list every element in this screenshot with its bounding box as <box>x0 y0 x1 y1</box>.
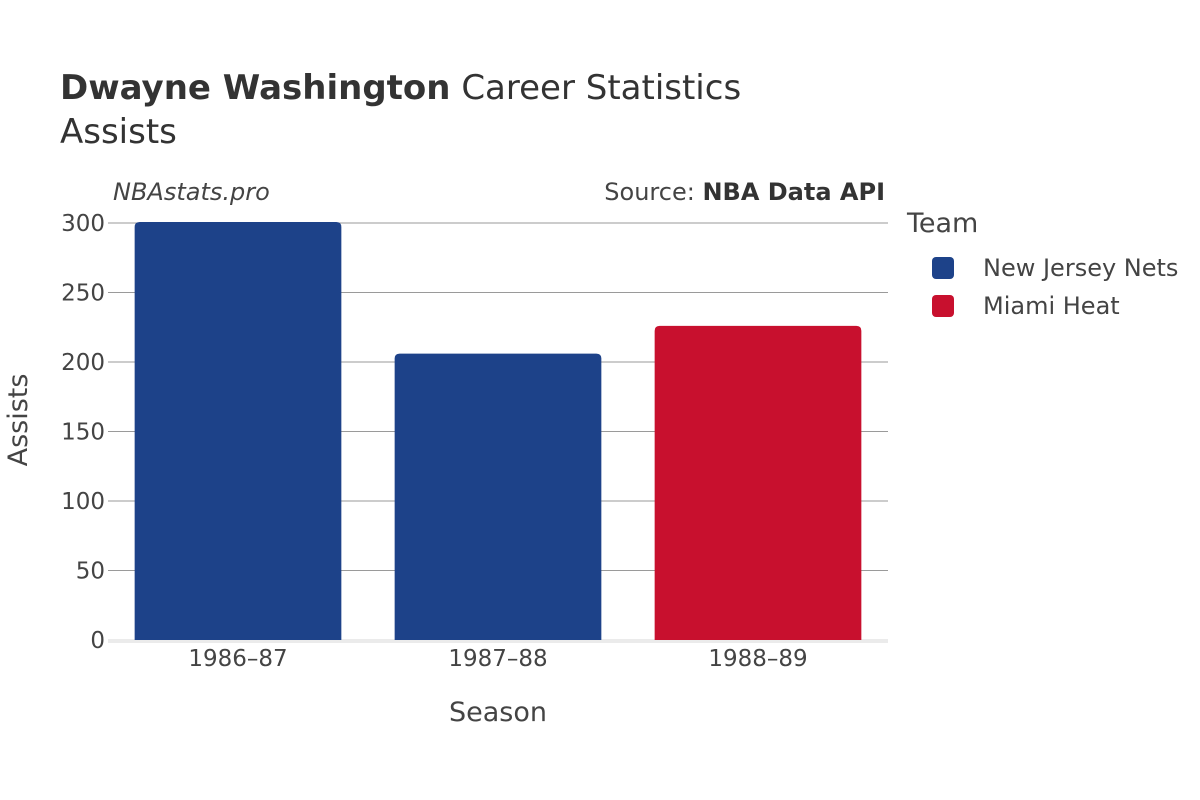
x-tick-label: 1987–88 <box>448 646 547 672</box>
chart-subtitle: Assists <box>60 112 177 152</box>
y-tick-label: 50 <box>76 559 105 585</box>
source-prefix: Source: <box>604 178 703 206</box>
title-suffix: Career Statistics <box>461 68 742 108</box>
x-tick-label: 1988–89 <box>708 646 807 672</box>
x-tick-label: 1986–87 <box>188 646 287 672</box>
bar-1988–89 <box>654 325 862 640</box>
y-axis-title: Assists <box>3 374 34 467</box>
legend-label: Miami Heat <box>983 292 1120 320</box>
watermark: NBAstats.pro <box>113 178 270 206</box>
legend-item-miami-heat[interactable]: Miami Heat <box>907 287 1178 325</box>
source-note: Source: NBA Data API <box>604 178 885 206</box>
chart-title: Dwayne Washington Career Statistics <box>60 68 741 108</box>
y-tick-label: 200 <box>61 350 105 376</box>
legend-title: Team <box>907 208 979 239</box>
bar-1986–87 <box>134 222 342 640</box>
y-tick-label: 0 <box>90 628 105 654</box>
bar-1987–88 <box>394 353 602 640</box>
y-tick-label: 300 <box>61 211 105 237</box>
y-tick-label: 100 <box>61 489 105 515</box>
y-tick-label: 250 <box>61 281 105 307</box>
legend: Team New Jersey Nets Miami Heat <box>907 208 1178 325</box>
x-axis-title: Season <box>449 697 547 728</box>
player-name: Dwayne Washington <box>60 68 451 108</box>
legend-item-new-jersey-nets[interactable]: New Jersey Nets <box>907 249 1178 287</box>
legend-swatch <box>932 295 954 317</box>
legend-swatch <box>932 257 954 279</box>
y-tick-label: 150 <box>61 420 105 446</box>
legend-label: New Jersey Nets <box>983 254 1179 282</box>
source-name: NBA Data API <box>702 178 885 206</box>
